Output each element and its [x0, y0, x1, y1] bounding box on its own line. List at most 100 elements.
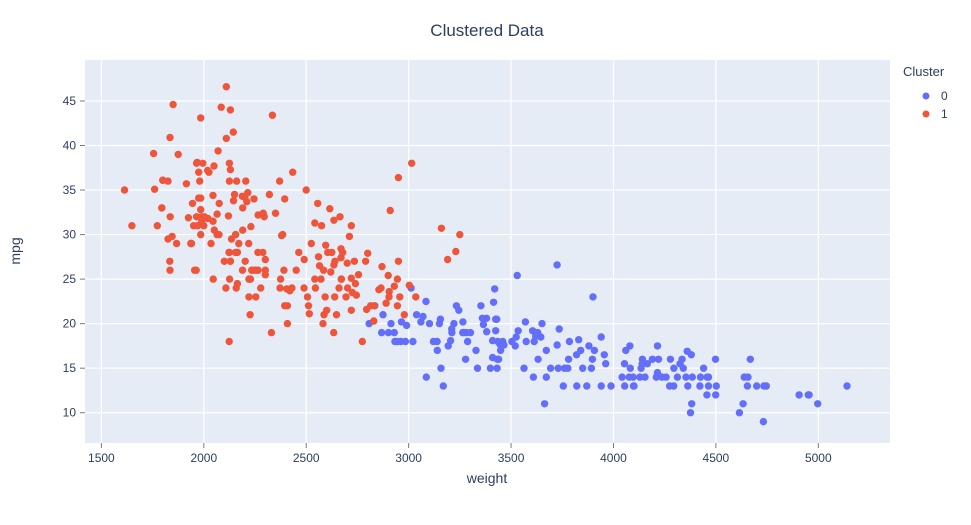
data-point[interactable]: [238, 192, 246, 200]
data-point[interactable]: [343, 284, 352, 292]
data-point[interactable]: [385, 287, 393, 296]
data-point[interactable]: [699, 364, 708, 372]
data-point[interactable]: [712, 391, 720, 399]
data-point[interactable]: [336, 213, 344, 221]
data-point[interactable]: [268, 111, 277, 119]
data-point[interactable]: [573, 382, 581, 390]
data-point[interactable]: [555, 325, 563, 333]
data-point[interactable]: [158, 204, 166, 212]
data-point[interactable]: [311, 275, 319, 283]
data-point[interactable]: [412, 311, 421, 319]
data-point[interactable]: [602, 360, 610, 368]
data-point[interactable]: [331, 293, 339, 301]
data-point[interactable]: [169, 100, 177, 109]
data-point[interactable]: [540, 400, 549, 408]
data-point[interactable]: [197, 114, 205, 122]
data-point[interactable]: [351, 279, 360, 288]
data-point[interactable]: [194, 222, 202, 230]
data-point[interactable]: [347, 222, 355, 230]
data-point[interactable]: [422, 373, 430, 381]
data-point[interactable]: [239, 204, 247, 212]
data-point[interactable]: [478, 314, 487, 322]
data-point[interactable]: [225, 248, 234, 257]
data-point[interactable]: [184, 214, 193, 222]
data-point[interactable]: [626, 342, 634, 350]
data-point[interactable]: [217, 103, 225, 111]
data-point[interactable]: [396, 293, 404, 301]
data-point[interactable]: [455, 306, 463, 314]
data-point[interactable]: [337, 275, 345, 283]
data-point[interactable]: [528, 327, 537, 335]
data-point[interactable]: [209, 191, 217, 200]
data-point[interactable]: [348, 288, 356, 297]
data-point[interactable]: [244, 189, 252, 197]
data-point[interactable]: [662, 373, 670, 381]
data-point[interactable]: [512, 333, 520, 341]
data-point[interactable]: [319, 319, 327, 328]
data-point[interactable]: [259, 248, 267, 257]
data-point[interactable]: [590, 346, 599, 355]
data-point[interactable]: [553, 341, 561, 349]
data-point[interactable]: [231, 248, 240, 257]
data-point[interactable]: [688, 373, 696, 381]
data-point[interactable]: [227, 235, 236, 243]
data-point[interactable]: [436, 315, 445, 323]
data-point[interactable]: [433, 346, 441, 355]
data-point[interactable]: [233, 279, 242, 288]
data-point[interactable]: [283, 319, 292, 328]
data-point[interactable]: [192, 266, 200, 274]
data-point[interactable]: [317, 275, 325, 283]
data-point[interactable]: [224, 212, 233, 220]
data-point[interactable]: [362, 305, 371, 314]
data-point[interactable]: [446, 336, 455, 345]
data-point[interactable]: [358, 337, 366, 346]
data-point[interactable]: [597, 382, 605, 390]
data-point[interactable]: [229, 197, 238, 205]
data-point[interactable]: [488, 353, 497, 362]
data-point[interactable]: [542, 373, 550, 381]
data-point[interactable]: [225, 159, 234, 167]
data-point[interactable]: [215, 199, 223, 208]
data-point[interactable]: [311, 219, 319, 227]
data-point[interactable]: [347, 306, 355, 314]
data-point[interactable]: [242, 177, 250, 185]
data-point[interactable]: [192, 159, 201, 167]
data-point[interactable]: [513, 271, 521, 280]
data-point[interactable]: [439, 382, 447, 390]
data-point[interactable]: [703, 391, 711, 399]
data-point[interactable]: [670, 382, 678, 390]
data-point[interactable]: [401, 337, 410, 346]
data-point[interactable]: [225, 177, 234, 185]
data-point[interactable]: [246, 311, 254, 319]
data-point[interactable]: [370, 317, 378, 325]
data-point[interactable]: [182, 180, 191, 188]
data-point[interactable]: [625, 373, 633, 381]
data-point[interactable]: [330, 328, 338, 337]
data-point[interactable]: [393, 275, 402, 283]
data-point[interactable]: [328, 248, 336, 257]
data-point[interactable]: [350, 257, 359, 265]
data-point[interactable]: [585, 342, 593, 350]
data-point[interactable]: [600, 351, 608, 359]
data-point[interactable]: [492, 327, 500, 335]
data-point[interactable]: [753, 382, 761, 390]
data-point[interactable]: [172, 239, 181, 248]
data-point[interactable]: [339, 248, 347, 257]
data-point[interactable]: [314, 253, 323, 261]
data-point[interactable]: [226, 165, 235, 174]
data-point[interactable]: [385, 293, 393, 301]
data-point[interactable]: [412, 293, 420, 301]
data-point[interactable]: [314, 199, 322, 208]
data-point[interactable]: [712, 382, 720, 390]
data-point[interactable]: [265, 190, 274, 199]
data-point[interactable]: [814, 400, 822, 408]
data-point[interactable]: [361, 257, 370, 265]
data-point[interactable]: [472, 346, 480, 355]
data-point[interactable]: [332, 311, 341, 319]
data-point[interactable]: [317, 222, 326, 230]
data-point[interactable]: [565, 337, 574, 346]
data-point[interactable]: [390, 328, 398, 337]
data-point[interactable]: [673, 373, 682, 381]
data-point[interactable]: [500, 341, 508, 349]
